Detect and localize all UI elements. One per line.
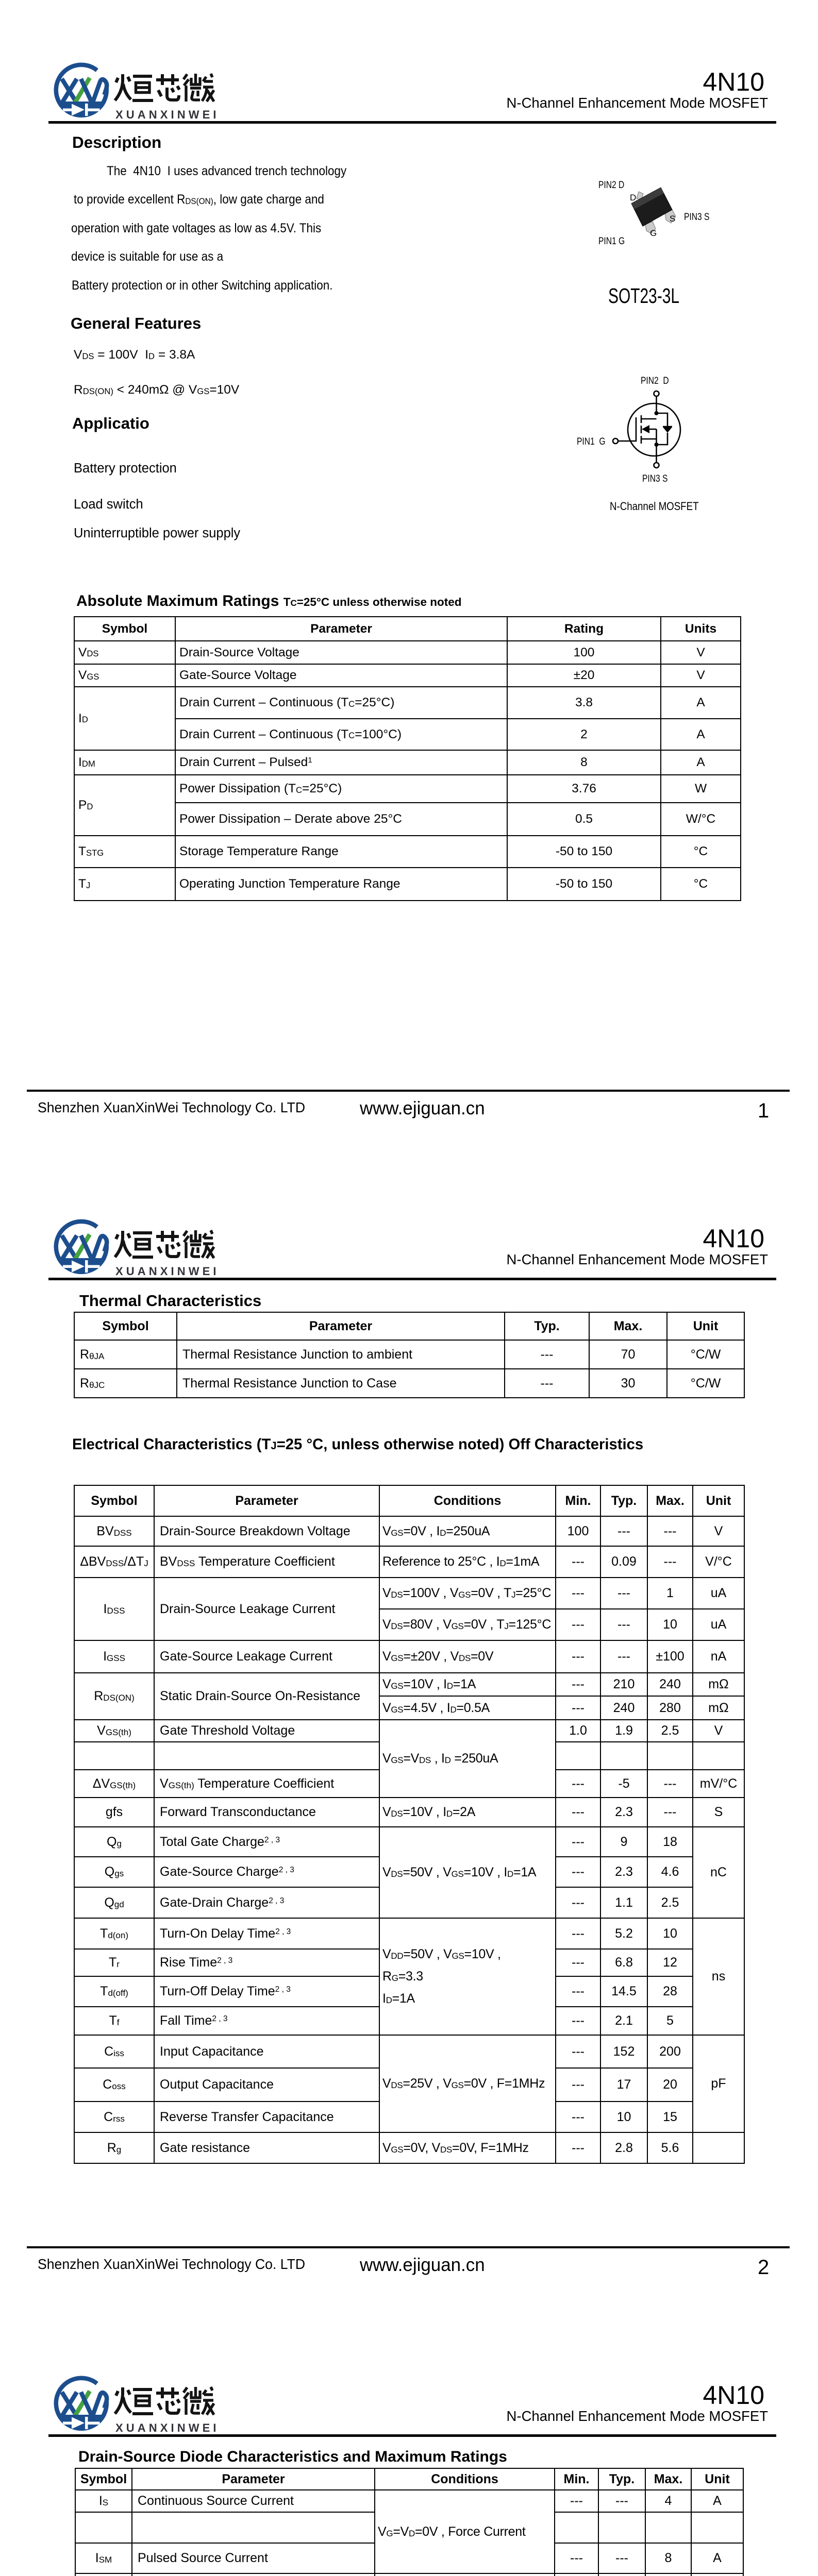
svg-text:G: G: [650, 228, 657, 238]
svg-text:D: D: [630, 193, 636, 202]
svg-text:XUANXINWEI: XUANXINWEI: [115, 1265, 220, 1278]
svg-text:XUANXINWEI: XUANXINWEI: [115, 108, 220, 121]
svg-text:XUANXINWEI: XUANXINWEI: [115, 2421, 220, 2434]
svg-text:S: S: [670, 214, 675, 224]
